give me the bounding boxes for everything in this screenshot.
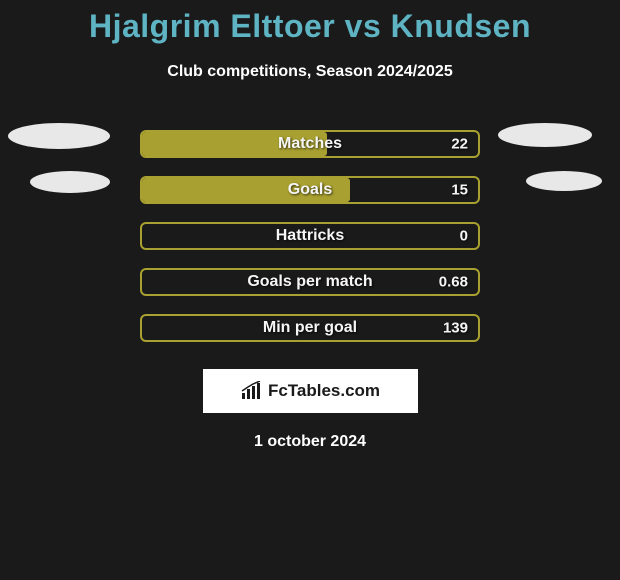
stat-row: Min per goal 139 [0, 305, 620, 351]
stat-bar-fill [142, 178, 350, 202]
chart-icon [240, 381, 264, 401]
stats-area: Matches 22 Goals 15 Hattricks 0 Goals pe… [0, 121, 620, 351]
subtitle: Club competitions, Season 2024/2025 [0, 63, 620, 81]
stat-row: Goals per match 0.68 [0, 259, 620, 305]
page-title: Hjalgrim Elttoer vs Knudsen [0, 8, 620, 45]
stat-row: Goals 15 [0, 167, 620, 213]
stat-label: Min per goal [142, 319, 478, 337]
stat-value: 15 [451, 182, 468, 199]
stat-label: Goals per match [142, 273, 478, 291]
stat-row: Hattricks 0 [0, 213, 620, 259]
stat-value: 0.68 [439, 274, 468, 291]
stat-bar-goals: Goals 15 [140, 176, 480, 204]
stat-value: 139 [443, 320, 468, 337]
stat-value: 0 [460, 228, 468, 245]
stat-row: Matches 22 [0, 121, 620, 167]
stat-label: Hattricks [142, 227, 478, 245]
branding-label: FcTables.com [268, 381, 380, 401]
stat-value: 22 [451, 136, 468, 153]
date-label: 1 october 2024 [0, 433, 620, 451]
stat-bar-gpm: Goals per match 0.68 [140, 268, 480, 296]
stat-bar-matches: Matches 22 [140, 130, 480, 158]
stat-bar-fill [142, 132, 327, 156]
stat-bar-hattricks: Hattricks 0 [140, 222, 480, 250]
stat-bar-mpg: Min per goal 139 [140, 314, 480, 342]
branding-badge: FcTables.com [203, 369, 418, 413]
